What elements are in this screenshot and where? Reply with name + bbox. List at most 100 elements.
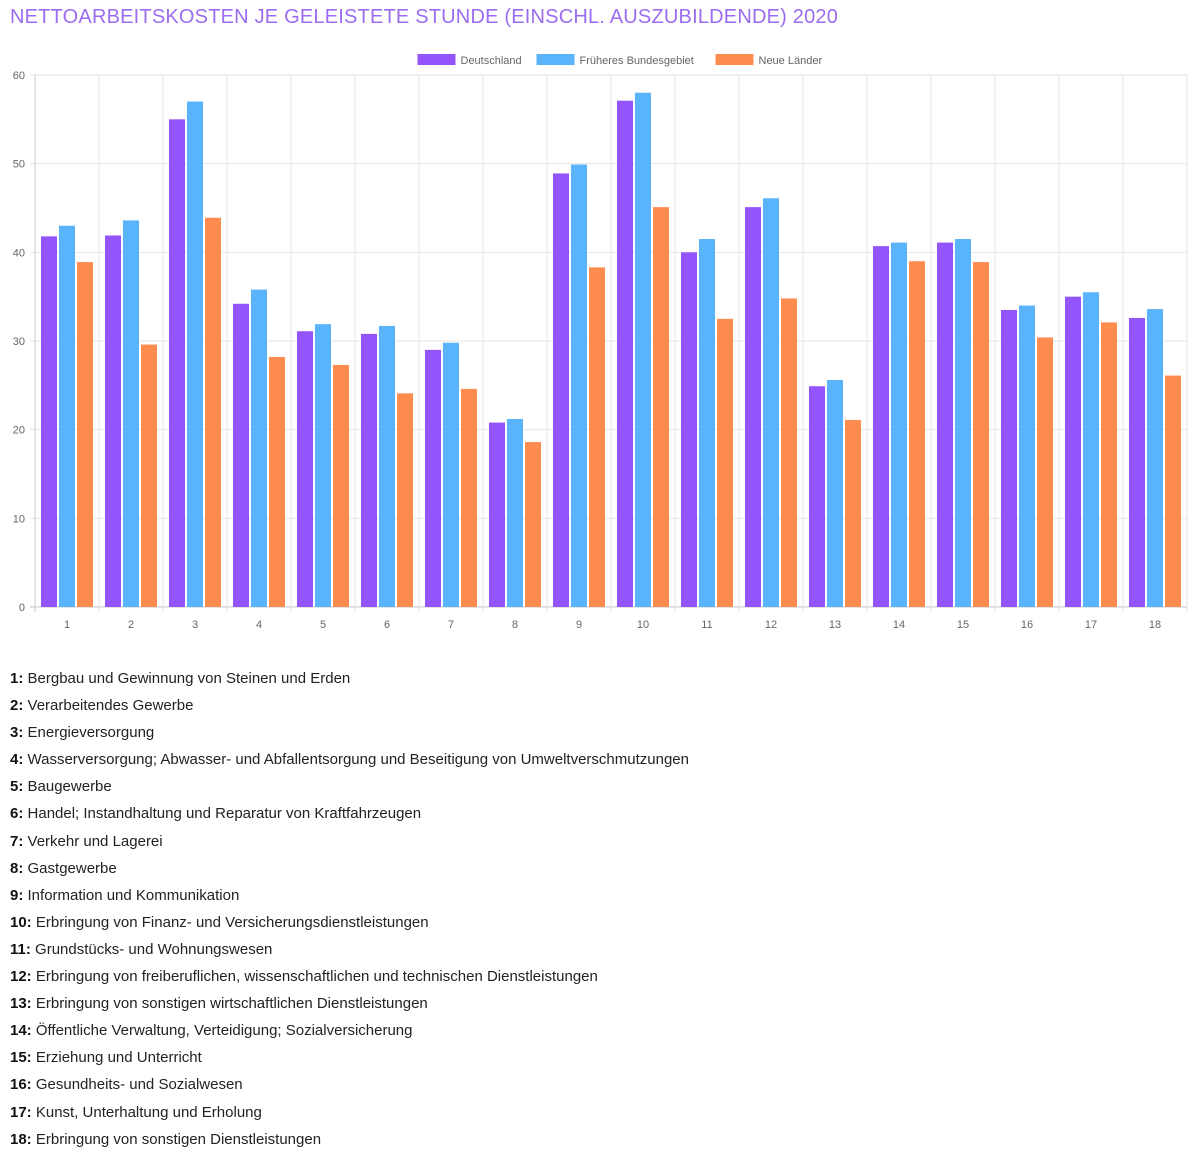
category-description: Kunst, Unterhaltung und Erholung — [35, 1103, 262, 1121]
category-description-item: 8: Gastgewerbe — [10, 858, 689, 885]
category-description-item: 6: Handel; Instandhaltung und Reparatur … — [10, 803, 689, 830]
bar-fr-heres-bundesgebiet-17 — [1083, 292, 1099, 607]
bar-neue-l-nder-9 — [589, 267, 605, 607]
bar-deutschland-16 — [1001, 309, 1017, 607]
bar-neue-l-nder-10 — [653, 207, 669, 607]
legend-label-2: Früheres Bundesgebiet — [580, 55, 694, 67]
bar-fr-heres-bundesgebiet-18 — [1147, 309, 1163, 607]
y-tick-label: 0 — [19, 602, 25, 614]
category-description: Verkehr und Lagerei — [27, 832, 163, 850]
category-number: 15: — [10, 1049, 32, 1067]
category-description: Erbringung von sonstigen Dienstleistunge… — [35, 1130, 322, 1148]
bar-deutschland-9 — [553, 173, 569, 608]
category-number: 4: — [10, 751, 24, 769]
bar-deutschland-8 — [489, 422, 505, 607]
bar-deutschland-3 — [169, 119, 185, 607]
category-number: 17: — [10, 1103, 32, 1121]
bar-fr-heres-bundesgebiet-3 — [187, 101, 203, 607]
category-description-item: 2: Verarbeitendes Gewerbe — [10, 695, 689, 722]
category-description: Gesundheits- und Sozialwesen — [35, 1076, 243, 1094]
x-tick-label: 15 — [957, 619, 969, 631]
legend-swatch-2 — [536, 54, 575, 65]
category-description-item: 15: Erziehung und Unterricht — [10, 1047, 689, 1074]
bar-fr-heres-bundesgebiet-11 — [699, 239, 715, 608]
bar-neue-l-nder-5 — [333, 364, 349, 607]
bar-neue-l-nder-11 — [717, 318, 733, 607]
bar-neue-l-nder-16 — [1037, 337, 1053, 607]
bar-neue-l-nder-1 — [77, 262, 93, 607]
category-description: Öffentliche Verwaltung, Verteidigung; So… — [35, 1022, 413, 1040]
bar-deutschland-15 — [937, 242, 953, 607]
category-number: 7: — [10, 832, 24, 850]
bar-deutschland-11 — [681, 252, 697, 608]
category-description-item: 12: Erbringung von freiberuflichen, wiss… — [10, 966, 689, 993]
bar-deutschland-7 — [425, 349, 441, 607]
bar-fr-heres-bundesgebiet-1 — [59, 225, 75, 607]
category-description: Wasserversorgung; Abwasser- und Abfallen… — [27, 751, 689, 769]
y-tick-label: 50 — [13, 159, 25, 171]
bar-deutschland-6 — [361, 333, 377, 607]
category-number: 12: — [10, 968, 32, 986]
category-description-item: 10: Erbringung von Finanz- und Versicher… — [10, 912, 689, 939]
bar-neue-l-nder-8 — [525, 442, 541, 607]
bar-deutschland-13 — [809, 386, 825, 607]
x-tick-label: 1 — [64, 619, 70, 631]
x-tick-label: 3 — [192, 619, 198, 631]
bar-neue-l-nder-2 — [141, 344, 157, 607]
bar-neue-l-nder-4 — [269, 356, 285, 607]
category-number: 18: — [10, 1130, 32, 1148]
x-tick-label: 6 — [384, 619, 390, 631]
category-number: 3: — [10, 724, 24, 742]
category-description: Erziehung und Unterricht — [35, 1049, 202, 1067]
category-number: 13: — [10, 995, 32, 1013]
bar-deutschland-12 — [745, 207, 761, 607]
category-description: Information und Kommunikation — [27, 886, 240, 904]
category-description-item: 11: Grundstücks- und Wohnungswesen — [10, 939, 689, 966]
y-tick-label: 20 — [13, 425, 25, 437]
bar-deutschland-18 — [1129, 317, 1145, 607]
category-number: 2: — [10, 697, 24, 715]
category-description: Verarbeitendes Gewerbe — [27, 697, 194, 715]
bar-neue-l-nder-6 — [397, 393, 413, 607]
category-description: Handel; Instandhaltung und Reparatur von… — [27, 805, 422, 823]
legend-label-3: Neue Länder — [759, 55, 823, 67]
category-description: Bergbau und Gewinnung von Steinen und Er… — [27, 670, 351, 687]
bar-fr-heres-bundesgebiet-2 — [123, 220, 139, 607]
category-description-item: 1: Bergbau und Gewinnung von Steinen und… — [10, 668, 689, 695]
category-description-item: 9: Information und Kommunikation — [10, 885, 689, 912]
bar-fr-heres-bundesgebiet-10 — [635, 92, 651, 607]
bar-fr-heres-bundesgebiet-5 — [315, 324, 331, 607]
legend-swatch-1 — [417, 54, 456, 65]
y-tick-label: 60 — [13, 70, 25, 82]
x-tick-label: 10 — [637, 619, 649, 631]
bar-neue-l-nder-14 — [909, 261, 925, 607]
x-tick-label: 9 — [576, 619, 582, 631]
category-number: 16: — [10, 1076, 32, 1094]
bar-deutschland-4 — [233, 303, 249, 607]
category-description-item: 18: Erbringung von sonstigen Dienstleist… — [10, 1129, 689, 1156]
category-description-item: 17: Kunst, Unterhaltung und Erholung — [10, 1102, 689, 1129]
x-tick-label: 12 — [765, 619, 777, 631]
category-number: 6: — [10, 805, 24, 823]
x-tick-label: 13 — [829, 619, 841, 631]
category-number: 10: — [10, 913, 32, 931]
category-description: Energieversorgung — [27, 724, 155, 742]
bar-neue-l-nder-12 — [781, 298, 797, 607]
legend-swatch-3 — [715, 54, 754, 65]
page-title: NETTOARBEITSKOSTEN JE GELEISTETE STUNDE … — [10, 6, 839, 28]
category-description: Erbringung von freiberuflichen, wissensc… — [35, 968, 598, 986]
bar-fr-heres-bundesgebiet-16 — [1019, 305, 1035, 607]
bar-neue-l-nder-17 — [1101, 322, 1117, 607]
bar-fr-heres-bundesgebiet-14 — [891, 242, 907, 607]
category-number: 9: — [10, 886, 24, 904]
x-tick-label: 2 — [128, 619, 134, 631]
bar-deutschland-10 — [617, 100, 633, 608]
category-number: 1: — [10, 670, 24, 687]
bar-deutschland-5 — [297, 331, 313, 607]
category-description-item: 13: Erbringung von sonstigen wirtschaftl… — [10, 993, 689, 1020]
y-tick-label: 10 — [13, 513, 25, 525]
bar-fr-heres-bundesgebiet-8 — [507, 419, 523, 607]
bar-neue-l-nder-15 — [973, 262, 989, 607]
category-number: 14: — [10, 1022, 32, 1040]
category-description: Erbringung von Finanz- und Versicherungs… — [35, 913, 429, 931]
